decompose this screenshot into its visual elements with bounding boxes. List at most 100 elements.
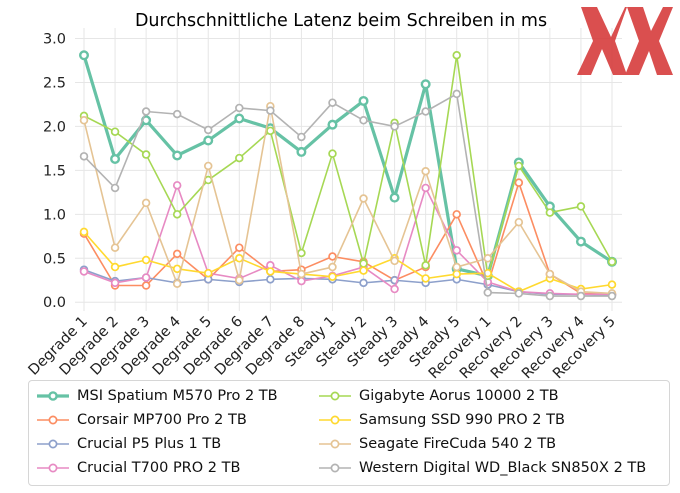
data-point: [421, 107, 430, 116]
legend-label: Samsung SSD 990 PRO 2 TB: [359, 412, 565, 428]
data-point: [297, 276, 306, 286]
grid: [75, 28, 622, 311]
data-point: [545, 208, 555, 217]
series-line: [83, 184, 612, 296]
data-point: [297, 132, 306, 142]
data-point: [172, 181, 182, 190]
data-point: [172, 264, 182, 274]
legend-swatch-marker: [330, 439, 340, 449]
legend-swatch-marker: [330, 463, 340, 473]
data-point: [235, 275, 244, 285]
data-point: [110, 243, 120, 252]
series-line: [83, 93, 612, 297]
legend-swatch: [319, 463, 351, 473]
data-point: [235, 103, 244, 113]
data-point: [421, 183, 430, 193]
data-point: [607, 257, 617, 267]
data-point: [452, 50, 461, 60]
data-point: [172, 249, 182, 259]
data-point: [327, 119, 338, 130]
data-point: [141, 255, 151, 265]
series-line: [83, 231, 613, 293]
data-point: [514, 161, 524, 171]
data-point: [266, 267, 275, 276]
series-line: [83, 54, 613, 277]
data-point: [78, 50, 89, 61]
data-point: [359, 116, 368, 125]
data-point: [235, 254, 244, 263]
legend-swatch-marker: [48, 439, 58, 449]
y-tick-label: 1.5: [43, 163, 66, 179]
data-point: [576, 202, 586, 211]
data-point: [359, 266, 368, 275]
data-point: [234, 113, 245, 124]
series-line: [83, 105, 613, 295]
data-point: [235, 153, 244, 163]
data-point: [328, 262, 337, 272]
data-point: [359, 278, 368, 288]
legend-swatch-marker: [330, 391, 340, 401]
legend-swatch: [319, 391, 351, 401]
legend-label: MSI Spatium M570 Pro 2 TB: [77, 388, 278, 404]
data-point: [358, 95, 369, 106]
legend-item: Samsung SSD 990 PRO 2 TB: [319, 410, 565, 430]
data-point: [141, 273, 151, 282]
legend-item: Seagate FireCuda 540 2 TB: [319, 434, 556, 454]
legend-label: Western Digital WD_Black SN850X 2 TB: [359, 460, 647, 476]
data-point: [266, 126, 275, 136]
data-point: [266, 275, 275, 284]
data-point: [141, 150, 151, 159]
data-point: [607, 291, 617, 301]
y-axis: 0.0 0.5 1.0 1.5 2.0 2.5 3.0: [43, 32, 66, 312]
data-point: [328, 98, 337, 107]
series-lines: [78, 50, 618, 301]
data-point: [421, 261, 430, 270]
data-point: [110, 278, 120, 288]
legend-swatch-marker: [48, 463, 58, 473]
legend-label: Seagate FireCuda 540 2 TB: [359, 436, 557, 452]
data-point: [607, 280, 617, 289]
data-point: [110, 153, 121, 164]
data-point: [79, 267, 89, 276]
data-point: [359, 259, 368, 268]
legend-item: Corsair MP700 Pro 2 TB: [37, 410, 247, 430]
data-point: [483, 288, 493, 297]
data-point: [172, 109, 182, 119]
data-point: [266, 106, 275, 115]
legend-label: Crucial P5 Plus 1 TB: [77, 436, 222, 452]
data-point: [452, 246, 461, 255]
data-point: [141, 198, 151, 208]
data-point: [297, 248, 306, 258]
legend-swatch: [37, 415, 69, 425]
data-point: [141, 281, 151, 290]
watermark-logo: [577, 7, 673, 75]
y-tick-label: 2.5: [43, 75, 66, 91]
data-point: [110, 127, 120, 136]
legend-label: Gigabyte Aorus 10000 2 TB: [359, 388, 559, 404]
y-tick-label: 0.5: [43, 251, 66, 267]
series-line: [83, 181, 613, 296]
data-point: [296, 146, 307, 157]
legend-item: Gigabyte Aorus 10000 2 TB: [319, 386, 559, 406]
chart-title: Durchschnittliche Latenz beim Schreiben …: [135, 11, 547, 31]
data-point: [297, 269, 306, 279]
data-point: [545, 269, 555, 279]
data-point: [390, 256, 399, 266]
legend-swatch: [37, 439, 69, 449]
data-point: [328, 149, 337, 158]
series-line: [82, 54, 613, 278]
data-point: [203, 268, 213, 278]
data-point: [172, 279, 182, 289]
legend: MSI Spatium M570 Pro 2 TB Corsair MP700 P…: [28, 380, 670, 486]
legend-swatch: [37, 391, 69, 401]
data-point: [576, 291, 586, 301]
data-point: [328, 272, 337, 281]
data-point: [545, 291, 555, 301]
series-5: [79, 227, 617, 296]
series-0: [78, 50, 618, 281]
legend-label: Corsair MP700 Pro 2 TB: [77, 412, 247, 428]
series-6: [79, 101, 617, 298]
data-point: [421, 274, 430, 283]
data-point: [483, 254, 493, 263]
